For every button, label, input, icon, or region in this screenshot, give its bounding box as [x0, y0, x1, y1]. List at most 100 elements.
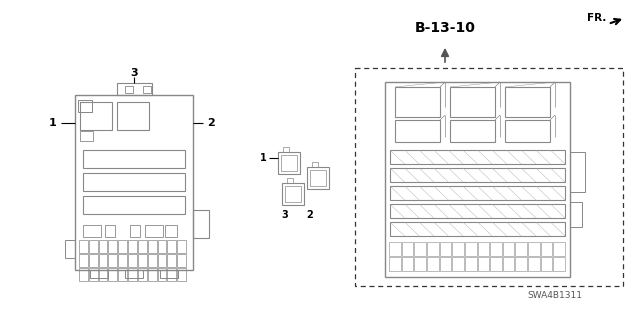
Bar: [505, 120, 550, 142]
Bar: [80, 102, 92, 112]
Bar: [108, 254, 117, 267]
Bar: [570, 202, 582, 227]
Bar: [528, 242, 540, 256]
Bar: [390, 222, 565, 236]
Bar: [118, 268, 127, 281]
Bar: [385, 82, 570, 277]
Bar: [310, 170, 326, 186]
Bar: [168, 240, 176, 253]
Bar: [78, 100, 92, 112]
Bar: [89, 268, 98, 281]
Bar: [355, 68, 623, 286]
Bar: [80, 131, 93, 141]
Bar: [307, 167, 329, 189]
Bar: [427, 242, 438, 256]
Bar: [125, 270, 143, 278]
Bar: [89, 254, 98, 267]
Text: 2: 2: [207, 118, 215, 128]
Bar: [130, 225, 140, 237]
Bar: [389, 257, 401, 271]
Text: B-13-10: B-13-10: [415, 21, 476, 35]
Text: 1: 1: [49, 118, 57, 128]
Bar: [125, 86, 132, 93]
Bar: [390, 168, 565, 182]
Bar: [108, 240, 117, 253]
Bar: [177, 268, 186, 281]
Bar: [281, 155, 297, 171]
Bar: [503, 257, 515, 271]
Bar: [312, 162, 318, 167]
Bar: [118, 240, 127, 253]
Bar: [75, 95, 193, 270]
Bar: [79, 268, 88, 281]
Bar: [541, 242, 552, 256]
Bar: [515, 257, 527, 271]
Text: 3: 3: [130, 68, 138, 78]
Bar: [450, 87, 495, 117]
Bar: [287, 178, 293, 183]
Bar: [128, 240, 137, 253]
Bar: [79, 254, 88, 267]
Bar: [157, 268, 166, 281]
Bar: [138, 268, 147, 281]
Bar: [503, 242, 515, 256]
Bar: [465, 242, 477, 256]
Bar: [440, 242, 451, 256]
Bar: [157, 240, 166, 253]
Bar: [490, 257, 502, 271]
Bar: [89, 240, 98, 253]
Bar: [145, 225, 163, 237]
Bar: [116, 83, 152, 95]
Bar: [138, 254, 147, 267]
Bar: [414, 257, 426, 271]
Bar: [157, 254, 166, 267]
Text: SWA4B1311: SWA4B1311: [527, 291, 582, 300]
Bar: [570, 152, 585, 192]
Bar: [79, 240, 88, 253]
Bar: [118, 254, 127, 267]
Bar: [83, 150, 185, 168]
Bar: [80, 102, 112, 130]
Bar: [168, 254, 176, 267]
Bar: [168, 268, 176, 281]
Bar: [515, 242, 527, 256]
Bar: [541, 257, 552, 271]
Bar: [83, 173, 185, 191]
Bar: [528, 257, 540, 271]
Bar: [193, 210, 209, 238]
Bar: [450, 120, 495, 142]
Bar: [389, 242, 401, 256]
Bar: [108, 268, 117, 281]
Bar: [165, 225, 177, 237]
Bar: [390, 150, 565, 164]
Bar: [138, 240, 147, 253]
Bar: [440, 257, 451, 271]
Bar: [148, 254, 157, 267]
Bar: [278, 152, 300, 174]
Bar: [99, 254, 108, 267]
Text: 1: 1: [260, 153, 266, 163]
Bar: [177, 254, 186, 267]
Bar: [452, 242, 464, 256]
Bar: [452, 257, 464, 271]
Bar: [477, 242, 489, 256]
Bar: [395, 120, 440, 142]
Bar: [117, 102, 149, 130]
Bar: [105, 225, 115, 237]
Bar: [390, 186, 565, 200]
Bar: [128, 268, 137, 281]
Bar: [90, 270, 108, 278]
Bar: [148, 268, 157, 281]
Bar: [148, 240, 157, 253]
Bar: [554, 257, 565, 271]
Bar: [143, 86, 150, 93]
Bar: [390, 204, 565, 218]
Bar: [414, 242, 426, 256]
Bar: [402, 242, 413, 256]
Bar: [490, 242, 502, 256]
Bar: [285, 186, 301, 202]
Bar: [505, 87, 550, 117]
Bar: [160, 270, 178, 278]
Bar: [427, 257, 438, 271]
Bar: [395, 87, 440, 117]
